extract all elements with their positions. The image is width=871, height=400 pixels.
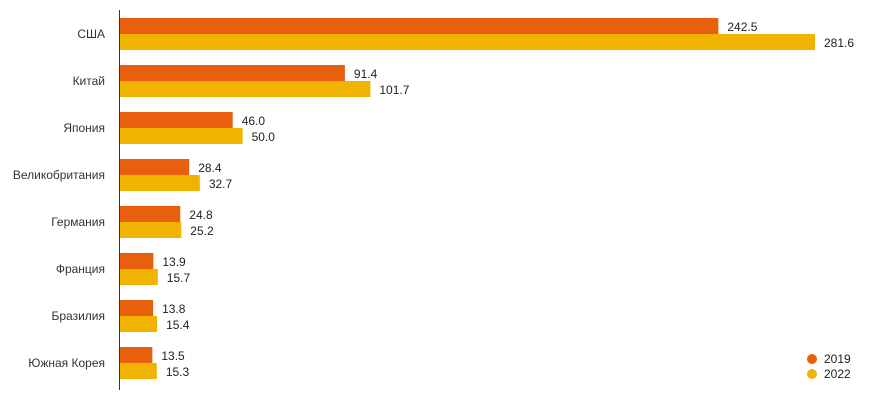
value-label: 13.8 xyxy=(162,302,186,316)
category-label: Китай xyxy=(73,74,105,88)
bar-2019 xyxy=(119,253,154,269)
category-label: США xyxy=(77,27,105,41)
value-label: 13.9 xyxy=(162,255,186,269)
value-label: 28.4 xyxy=(198,161,222,175)
value-label: 46.0 xyxy=(242,114,266,128)
bar-2022 xyxy=(119,128,243,144)
category-label: Бразилия xyxy=(52,309,106,323)
value-label: 281.6 xyxy=(824,36,854,50)
bar-2022 xyxy=(119,34,815,50)
value-label: 24.8 xyxy=(189,208,213,222)
legend-marker-2019 xyxy=(807,354,817,364)
category-label: Великобритания xyxy=(13,168,105,182)
value-label: 13.5 xyxy=(161,349,185,363)
legend-label: 2019 xyxy=(824,352,851,366)
legend-marker-2022 xyxy=(807,369,817,379)
bars-group xyxy=(119,18,815,379)
value-label: 101.7 xyxy=(379,83,409,97)
category-labels-group: США Китай Япония Великобритания Германия Фран… xyxy=(13,27,105,370)
bar-2022 xyxy=(119,81,371,97)
value-label: 50.0 xyxy=(252,130,276,144)
category-label: Франция xyxy=(56,262,105,276)
bar-2019 xyxy=(119,65,345,81)
bar-2022 xyxy=(119,363,157,379)
category-label: Германия xyxy=(51,215,105,229)
bar-2019 xyxy=(119,159,190,175)
bar-2019 xyxy=(119,300,154,316)
legend-label: 2022 xyxy=(824,367,851,381)
category-label: Южная Корея xyxy=(28,356,105,370)
bar-2022 xyxy=(119,316,158,332)
bar-2022 xyxy=(119,175,200,191)
value-label: 32.7 xyxy=(209,177,233,191)
bar-2022 xyxy=(119,222,182,238)
bar-2019 xyxy=(119,206,181,222)
value-label: 15.4 xyxy=(166,318,190,332)
bar-2019 xyxy=(119,347,153,363)
bar-2019 xyxy=(119,18,719,34)
value-label: 15.7 xyxy=(167,271,191,285)
value-label: 91.4 xyxy=(354,67,378,81)
bar-2019 xyxy=(119,112,233,128)
value-label: 25.2 xyxy=(190,224,214,238)
value-label: 15.3 xyxy=(166,365,190,379)
category-label: Япония xyxy=(63,121,105,135)
value-label: 242.5 xyxy=(727,20,757,34)
bar-2022 xyxy=(119,269,158,285)
